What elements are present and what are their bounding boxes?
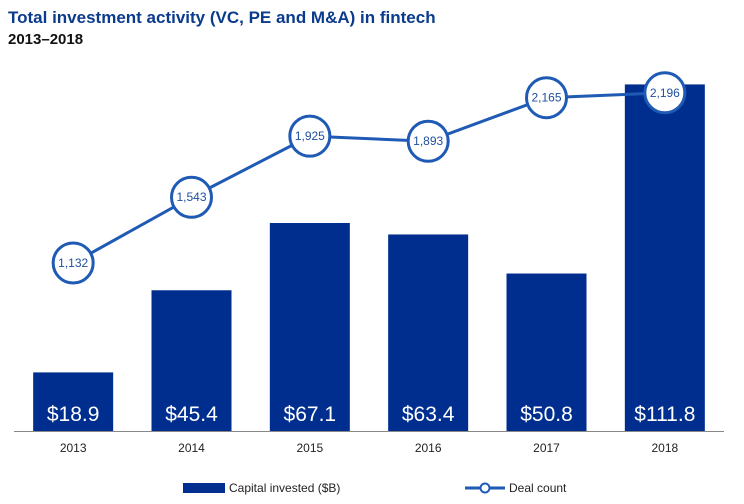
deal-label-2016: 1,893 xyxy=(413,134,443,148)
deal-marker-2018 xyxy=(643,71,687,115)
deal-label-2017: 2,165 xyxy=(531,91,561,105)
legend-item-capital: Capital invested ($B) xyxy=(183,481,340,495)
bar-2018 xyxy=(624,84,705,432)
legend-bar-swatch xyxy=(183,483,225,493)
deal-label-2015: 1,925 xyxy=(295,129,325,143)
x-tick-label-2018: 2018 xyxy=(651,441,678,455)
deal-count-line xyxy=(72,91,665,265)
chart-subtitle: 2013–2018 xyxy=(8,31,84,48)
legend: Capital invested ($B) Deal count xyxy=(0,481,744,499)
bar-2017 xyxy=(506,273,587,431)
legend-label-deals: Deal count xyxy=(509,481,567,495)
x-tick-label-2017: 2017 xyxy=(533,441,560,455)
x-tick-label-2016: 2016 xyxy=(415,441,442,455)
bar-label-2013: $18.9 xyxy=(47,403,100,426)
bar-label-2017: $50.8 xyxy=(520,403,573,426)
deal-label-2013: 1,132 xyxy=(58,256,88,270)
bar-label-2016: $63.4 xyxy=(402,403,455,426)
deal-marker-2017 xyxy=(525,76,568,120)
bar-label-2018: $111.8 xyxy=(634,403,695,426)
legend-line-marker xyxy=(479,482,491,494)
x-tick-label-2013: 2013 xyxy=(60,441,87,455)
bar-2013 xyxy=(33,372,114,431)
bar-2016 xyxy=(388,234,469,431)
x-tick-label-2015: 2015 xyxy=(296,441,323,455)
bar-label-2014: $45.4 xyxy=(165,403,218,426)
legend-label-capital: Capital invested ($B) xyxy=(229,481,341,495)
bar-2015 xyxy=(269,222,350,431)
deal-marker-2014 xyxy=(170,175,213,219)
bar-2014 xyxy=(151,290,232,431)
deal-label-2014: 1,543 xyxy=(176,190,206,204)
legend-item-deals: Deal count xyxy=(465,481,566,495)
deal-marker-2013 xyxy=(51,241,95,285)
bar-label-2015: $67.1 xyxy=(284,403,337,426)
x-tick-label-2014: 2014 xyxy=(178,441,205,455)
legend-line-swatch xyxy=(465,482,505,494)
deal-marker-2015 xyxy=(288,114,332,158)
deal-label-2018: 2,196 xyxy=(650,86,680,100)
chart-title: Total investment activity (VC, PE and M&… xyxy=(8,8,436,27)
investment-chart: $18.9 $45.4 $67.1 $63.4 $50.8 $111.8 2013 2014 2… xyxy=(14,71,724,455)
deal-marker-2016 xyxy=(406,119,450,163)
